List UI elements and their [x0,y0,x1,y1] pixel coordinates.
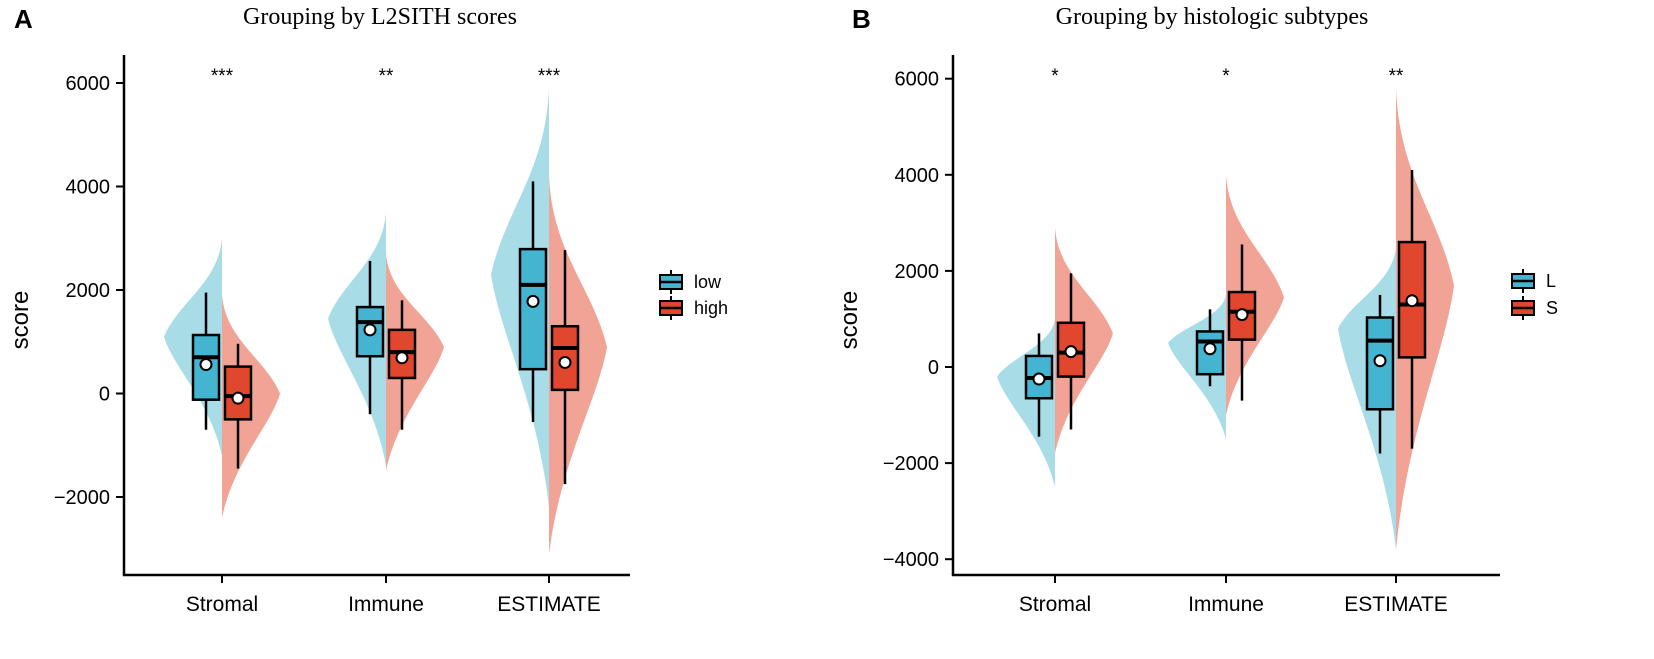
chart-title: Grouping by L2SITH scores [243,4,517,30]
x-tick-label: Immune [348,593,424,616]
legend-label-L: L [1546,271,1556,291]
panel-b: B Grouping by histologic subtypes score −40… [836,4,1558,616]
x-tick-label: ESTIMATE [1344,593,1447,616]
y-tick-label: −4000 [883,549,939,571]
x-tick-label: ESTIMATE [497,593,600,616]
mean-point-S-immune [1235,308,1249,322]
significance-label: *** [538,66,561,87]
legend-label-high: high [694,298,728,318]
mean-point-low-estimate [526,294,540,308]
x-tick-label: Immune [1188,593,1264,616]
mean-point-high-estimate [558,355,572,369]
significance-label: ** [379,66,394,87]
y-tick-label: 0 [99,384,110,406]
y-tick-label: 4000 [66,177,111,199]
significance-label: * [1222,66,1230,87]
mean-point-low-immune [363,323,377,337]
mean-point-high-stromal [231,391,245,405]
significance-label: * [1051,66,1059,87]
box-low-estimate [518,247,548,371]
mean-point-S-stromal [1064,345,1078,359]
y-tick-label: 2000 [895,261,940,283]
y-axis-label: score [7,291,34,350]
y-tick-label: 4000 [895,165,940,187]
y-tick-label: 6000 [66,73,111,95]
mean-point-low-stromal [199,358,213,372]
x-tick-label: Stromal [1019,593,1091,616]
x-tick-label: Stromal [186,593,258,616]
panel-letter: B [852,4,871,34]
panel-letter: A [14,4,33,34]
y-tick-label: 6000 [895,69,940,91]
y-tick-label: −2000 [54,487,110,509]
panel-a: A Grouping by L2SITH scores score −2000 0 200… [7,4,728,616]
mean-point-S-estimate [1405,294,1419,308]
mean-point-L-stromal [1032,372,1046,386]
mean-point-L-estimate [1373,354,1387,368]
box-S-estimate [1397,240,1427,359]
mean-point-L-immune [1203,342,1217,356]
y-tick-label: 2000 [66,280,111,302]
y-axis-label: score [836,291,863,350]
legend-label-S: S [1546,298,1558,318]
legend-label-low: low [694,272,722,292]
y-tick-label: −2000 [883,453,939,475]
mean-point-high-immune [395,351,409,365]
significance-label: *** [211,66,234,87]
violin-L-stromal [997,318,1055,488]
chart-title: Grouping by histologic subtypes [1056,4,1369,30]
significance-label: ** [1389,66,1404,87]
y-tick-label: 0 [928,357,939,379]
